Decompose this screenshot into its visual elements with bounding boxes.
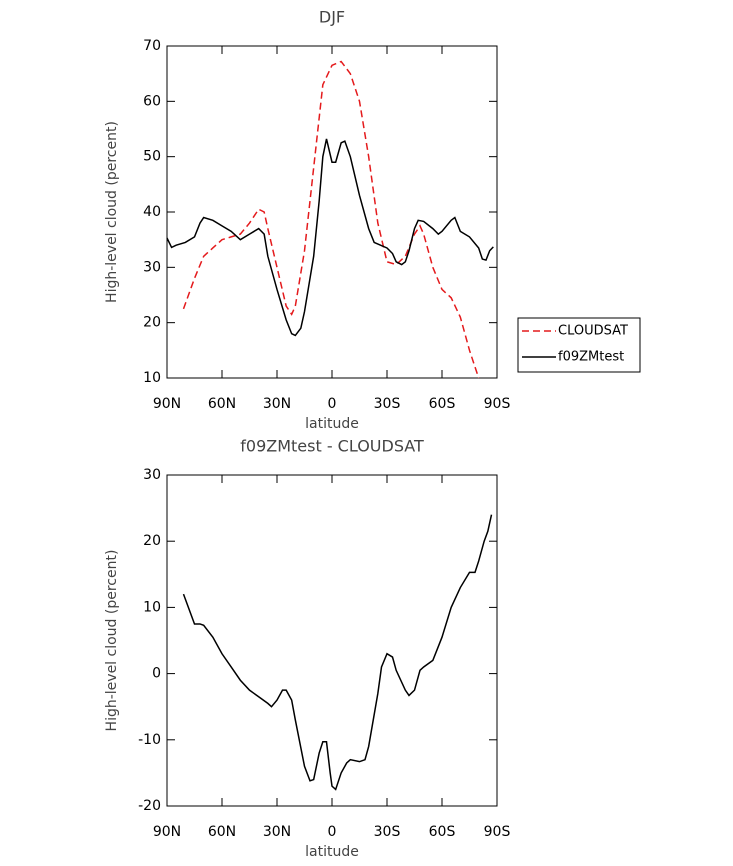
- y-tick-label: 20: [143, 315, 161, 331]
- x-axis-label: latitude: [305, 844, 359, 860]
- x-tick-label: 60N: [208, 824, 236, 840]
- x-tick-label: 90N: [153, 824, 181, 840]
- data-line: [182, 514, 493, 791]
- x-tick-label: 90S: [484, 824, 511, 840]
- y-tick-label: 70: [143, 38, 161, 54]
- y-tick-label: 10: [143, 599, 161, 615]
- x-tick-label: 60S: [429, 824, 456, 840]
- x-tick-label: 90N: [153, 396, 181, 412]
- plot-frame: [166, 45, 498, 379]
- y-axis-label: High-level cloud (percent): [104, 550, 120, 732]
- x-tick-label: 30S: [374, 396, 401, 412]
- y-tick-label: 30: [143, 259, 161, 275]
- y-axis-label: High-level cloud (percent): [104, 121, 120, 303]
- y-tick-label: 40: [143, 204, 161, 220]
- x-tick-label: 90S: [484, 396, 511, 412]
- legend-box: [517, 317, 641, 373]
- x-tick-label: 0: [328, 824, 337, 840]
- y-tick-label: 10: [143, 370, 161, 386]
- y-tick-label: -20: [138, 798, 161, 814]
- x-tick-label: 30N: [263, 824, 291, 840]
- y-tick-label: 50: [143, 149, 161, 165]
- y-tick-label: 20: [143, 533, 161, 549]
- x-tick-label: 0: [328, 396, 337, 412]
- plot-frame: [166, 474, 498, 807]
- y-tick-label: 0: [152, 666, 161, 682]
- chart-title: f09ZMtest - CLOUDSAT: [240, 437, 424, 456]
- legend-label: f09ZMtest: [558, 350, 624, 365]
- x-tick-label: 30N: [263, 396, 291, 412]
- legend-label: CLOUDSAT: [558, 324, 628, 339]
- x-axis-label: latitude: [305, 416, 359, 432]
- x-tick-label: 60S: [429, 396, 456, 412]
- x-tick-label: 30S: [374, 824, 401, 840]
- x-tick-label: 60N: [208, 396, 236, 412]
- y-tick-label: 60: [143, 93, 161, 109]
- chart-title: DJF: [319, 8, 345, 27]
- data-line: [166, 138, 494, 337]
- y-tick-label: -10: [138, 732, 161, 748]
- data-line: [182, 60, 480, 379]
- y-tick-label: 30: [143, 467, 161, 483]
